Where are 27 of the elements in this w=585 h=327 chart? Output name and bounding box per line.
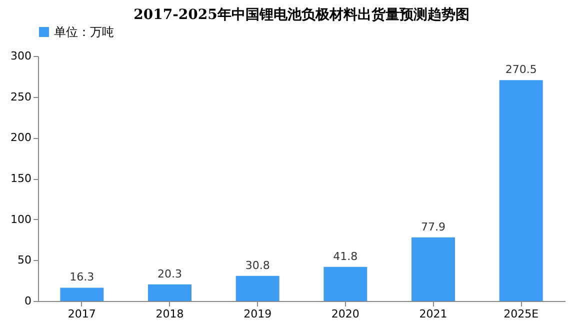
data-label: 270.5 — [505, 63, 537, 76]
legend-label: 单位：万吨 — [54, 25, 114, 39]
x-tick-label: 2018 — [156, 308, 184, 320]
y-tick-label: 250 — [10, 90, 32, 104]
bar — [324, 266, 368, 301]
bar — [236, 276, 280, 301]
y-tick-label: 150 — [10, 172, 32, 185]
data-label: 41.8 — [333, 250, 358, 263]
data-label: 20.3 — [158, 267, 182, 280]
y-tick-label: 50 — [18, 254, 32, 267]
x-tick-label: 2020 — [331, 308, 360, 320]
data-label: 16.3 — [70, 270, 94, 284]
y-tick-label: 200 — [10, 131, 32, 144]
x-tick-label: 2025E — [504, 308, 539, 320]
bar — [148, 284, 192, 301]
y-tick-label: 0 — [24, 294, 32, 308]
data-label: 30.8 — [245, 258, 270, 272]
data-label: 77.9 — [421, 220, 446, 234]
bar — [60, 288, 104, 301]
x-tick-label: 2017 — [68, 308, 96, 320]
bar — [412, 237, 455, 301]
chart-title: 2017-2025年中国锂电池负极材料出货量预测趋势图 — [134, 7, 470, 23]
x-tick-label: 2019 — [244, 308, 272, 320]
bar — [499, 80, 543, 301]
x-tick-label: 2021 — [419, 308, 448, 320]
y-tick-label: 100 — [10, 212, 32, 226]
y-tick-label: 300 — [10, 50, 32, 62]
